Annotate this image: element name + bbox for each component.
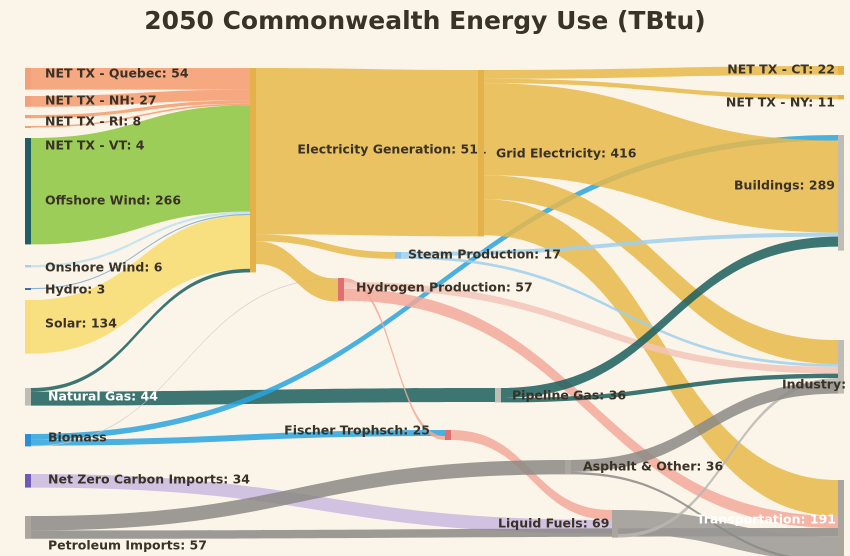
node-label: Petroleum Imports: 57 xyxy=(48,538,207,553)
flow xyxy=(31,460,565,531)
node-label: Offshore Wind: 266 xyxy=(45,193,181,208)
flow xyxy=(31,388,495,406)
node xyxy=(495,388,501,403)
flow xyxy=(344,288,838,528)
flow xyxy=(344,278,445,440)
node xyxy=(838,66,844,75)
flow xyxy=(256,68,478,237)
flow xyxy=(256,234,395,259)
node xyxy=(25,138,31,245)
flow xyxy=(484,66,838,79)
node-label: Onshore Wind: 6 xyxy=(45,260,163,275)
flow xyxy=(401,256,838,367)
node-label: Asphalt & Other: 36 xyxy=(583,459,723,474)
node xyxy=(838,480,844,556)
node-label: Fischer Trophsch: 25 xyxy=(284,423,430,438)
node xyxy=(612,510,618,538)
node-label: NET TX - Quebec: 54 xyxy=(45,66,189,81)
flow xyxy=(31,68,250,90)
flow xyxy=(401,232,838,256)
node-label: Net Zero Carbon Imports: 34 xyxy=(48,472,250,487)
flow xyxy=(31,89,250,107)
node-label: Buildings: 289 xyxy=(734,178,835,193)
node xyxy=(25,434,31,447)
flow xyxy=(451,430,612,520)
flow xyxy=(484,199,838,516)
node-label: Biomass xyxy=(48,430,107,445)
node xyxy=(25,288,31,290)
node-label: NET TX - CT: 22 xyxy=(727,62,835,77)
node xyxy=(838,135,844,251)
node-label: Steam Production: 17 xyxy=(408,247,561,262)
node xyxy=(25,68,31,90)
node-label: Hydro: 3 xyxy=(45,282,105,297)
flow xyxy=(31,211,250,268)
flow xyxy=(256,241,338,302)
flow xyxy=(344,282,838,374)
node-label: NET TX - NY: 11 xyxy=(726,95,835,110)
node xyxy=(25,96,31,107)
flow xyxy=(484,78,838,100)
node-label: Hydrogen Production: 57 xyxy=(356,280,533,295)
node xyxy=(838,340,844,394)
flow xyxy=(31,105,250,245)
node-label: Electricity Generation: 511 xyxy=(297,142,486,157)
flow xyxy=(501,373,838,403)
node xyxy=(395,252,401,259)
node-label: Liquid Fuels: 69 xyxy=(498,516,609,531)
flow xyxy=(31,103,250,128)
flow xyxy=(31,100,250,119)
node-label: Solar: 134 xyxy=(45,316,117,331)
node xyxy=(565,460,571,475)
node xyxy=(25,474,31,488)
node xyxy=(25,126,31,128)
node-label: Natural Gas: 44 xyxy=(48,389,158,404)
flow xyxy=(31,474,612,534)
node xyxy=(478,70,484,237)
node-label: Grid Electricity: 416 xyxy=(496,146,637,161)
node-label: Transportation: 191 xyxy=(697,512,836,527)
node-label: Industry: xyxy=(782,377,846,392)
node xyxy=(25,516,31,539)
node xyxy=(338,278,344,301)
node xyxy=(25,300,31,354)
node xyxy=(445,430,451,440)
nodes: NET TX - Quebec: 54 NET TX - NH: 27 NET TX… xyxy=(25,62,846,556)
node-label: NET TX - RI: 8 xyxy=(45,114,141,129)
node-label: NET TX - NH: 27 xyxy=(45,93,157,108)
flow xyxy=(31,278,338,447)
flow xyxy=(484,83,838,233)
node xyxy=(25,265,31,268)
flow xyxy=(571,381,838,472)
node-label: Pipeline Gas: 36 xyxy=(512,388,626,403)
links xyxy=(31,66,838,556)
node-label: NET TX - VT: 4 xyxy=(45,138,145,153)
flow xyxy=(31,268,250,392)
node xyxy=(250,68,256,273)
flow xyxy=(501,236,838,398)
flow xyxy=(31,214,250,290)
flow xyxy=(484,175,838,364)
flow xyxy=(618,378,838,538)
flow xyxy=(31,430,445,446)
flow xyxy=(31,215,250,354)
node xyxy=(25,115,31,119)
node xyxy=(25,388,31,406)
title: 2050 Commonwealth Energy Use (TBtu) xyxy=(144,6,705,35)
node xyxy=(838,95,844,100)
